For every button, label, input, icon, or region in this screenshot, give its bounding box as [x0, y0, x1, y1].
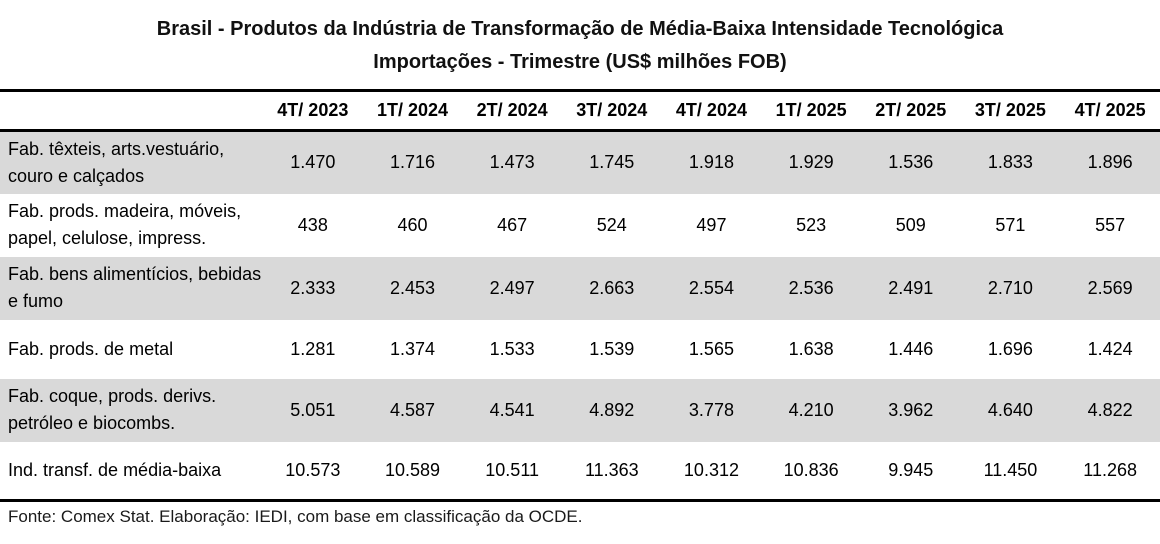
value-cell: 10.312 [683, 459, 739, 480]
table-header-row: 4T/ 2023 1T/ 2024 2T/ 2024 3T/ 2024 4T/ 2024… [0, 90, 1160, 132]
table-header: 4T/ 2023 1T/ 2024 2T/ 2024 3T/ 2024 4T/ 2024… [0, 90, 1160, 132]
column-header: 1T/ 2025 [761, 90, 861, 132]
value-cell: 1.424 [1087, 338, 1133, 359]
value-cell: 2.491 [888, 277, 934, 298]
value-cell: 2.453 [389, 277, 435, 298]
row-label: Ind. transf. de média-baixa [8, 459, 222, 480]
value-cell: 1.536 [888, 152, 934, 173]
table-row: Fab. coque, prods. derivs. petróleo e bi… [0, 378, 1160, 442]
value-cell: 10.511 [485, 459, 539, 480]
value-cell: 438 [297, 214, 328, 235]
value-cell: 467 [497, 214, 528, 235]
value-cell: 1.446 [888, 338, 934, 359]
value-cell: 4.892 [589, 399, 635, 420]
value-cell: 1.918 [688, 152, 734, 173]
value-cell: 2.554 [688, 277, 734, 298]
value-cell: 9.945 [888, 459, 934, 480]
value-cell: 1.374 [389, 338, 435, 359]
table-row: Fab. prods. madeira, móveis, papel, celu… [0, 194, 1160, 257]
value-cell: 1.745 [589, 152, 635, 173]
source-note: Fonte: Comex Stat. Elaboração: IEDI, com… [8, 507, 583, 526]
value-cell: 1.565 [688, 338, 734, 359]
value-cell: 11.363 [584, 459, 639, 480]
value-cell: 5.051 [290, 399, 336, 420]
value-cell: 1.539 [589, 338, 635, 359]
row-label: Fab. coque, prods. derivs. petróleo e bi… [8, 386, 217, 433]
value-cell: 509 [895, 214, 926, 235]
value-cell: 460 [397, 214, 428, 235]
page-title: Brasil - Produtos da Indústria de Transf… [156, 18, 1004, 40]
value-cell: 4.822 [1087, 399, 1133, 420]
row-label: Fab. têxteis, arts.vestuário, couro e ca… [8, 138, 225, 186]
imports-data-table: 4T/ 2023 1T/ 2024 2T/ 2024 3T/ 2024 4T/ 2024… [0, 89, 1160, 502]
value-cell: 10.836 [783, 459, 839, 480]
value-cell: 2.536 [788, 277, 834, 298]
value-cell: 4.640 [987, 399, 1033, 420]
table-row: Ind. transf. de média-baixa 10.573 10.589 1… [0, 442, 1160, 501]
value-cell: 1.833 [987, 152, 1033, 173]
value-cell: 1.716 [389, 152, 435, 173]
value-cell: 3.962 [888, 399, 934, 420]
value-cell: 571 [995, 214, 1026, 235]
table-body: Fab. têxteis, arts.vestuário, couro e ca… [0, 130, 1160, 501]
value-cell: 523 [796, 214, 827, 235]
value-cell: 11.268 [1083, 459, 1137, 480]
table-row: Fab. prods. de metal 1.281 1.374 1.533 1.539… [0, 320, 1160, 379]
column-header: 2T/ 2024 [462, 90, 562, 132]
table-row: Fab. têxteis, arts.vestuário, couro e ca… [0, 130, 1160, 194]
table-row: Fab. bens alimentícios, bebidas e fumo 2.… [0, 256, 1160, 320]
column-header: 4T/ 2023 [263, 90, 363, 132]
column-header: 4T/ 2025 [1060, 90, 1160, 132]
value-cell: 497 [696, 214, 727, 235]
value-cell: 1.696 [987, 338, 1033, 359]
value-cell: 1.473 [489, 152, 535, 173]
value-cell: 2.333 [290, 277, 336, 298]
value-cell: 2.497 [489, 277, 535, 298]
value-cell: 524 [596, 214, 627, 235]
column-header: 4T/ 2024 [661, 90, 762, 132]
page-subtitle: Importações - Trimestre (US$ milhões FOB… [373, 51, 787, 73]
value-cell: 2.710 [987, 277, 1033, 298]
column-header: 3T/ 2024 [561, 90, 662, 132]
value-cell: 4.210 [788, 399, 834, 420]
value-cell: 3.778 [688, 399, 734, 420]
row-label: Fab. prods. madeira, móveis, papel, celu… [8, 201, 242, 248]
value-cell: 1.470 [290, 152, 336, 173]
value-cell: 4.541 [489, 399, 535, 420]
column-header: 1T/ 2024 [362, 90, 463, 132]
value-cell: 2.663 [589, 277, 635, 298]
value-cell: 10.589 [384, 459, 441, 480]
value-cell: 1.929 [788, 152, 834, 173]
value-cell: 11.450 [983, 459, 1038, 480]
column-header: 2T/ 2025 [860, 90, 961, 132]
column-header: 3T/ 2025 [960, 90, 1061, 132]
value-cell: 557 [1095, 214, 1126, 235]
value-cell: 1.638 [788, 338, 834, 359]
table-title-block: Brasil - Produtos da Indústria de Transf… [0, 0, 1160, 79]
value-cell: 2.569 [1087, 277, 1133, 298]
value-cell: 1.281 [290, 338, 336, 359]
value-cell: 10.573 [285, 459, 341, 480]
value-cell: 1.533 [489, 338, 535, 359]
value-cell: 1.896 [1087, 152, 1133, 173]
value-cell: 4.587 [389, 399, 435, 420]
row-label: Fab. bens alimentícios, bebidas e fumo [8, 264, 262, 311]
corner-cell [0, 90, 263, 132]
row-label: Fab. prods. de metal [8, 338, 174, 359]
